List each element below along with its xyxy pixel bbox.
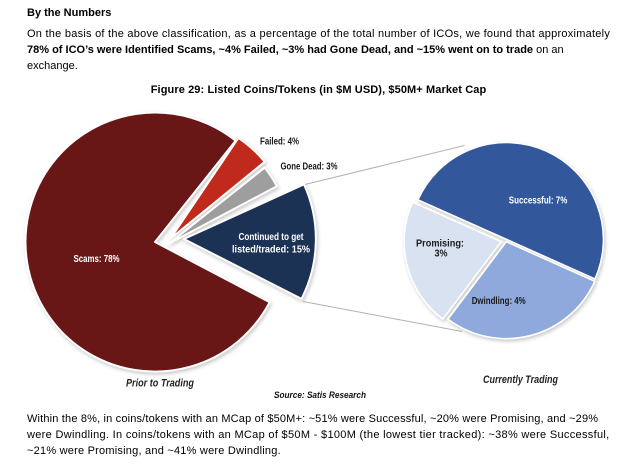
svg-text:Continued to get: Continued to get bbox=[239, 232, 304, 243]
svg-text:Dwindling: 4%: Dwindling: 4% bbox=[472, 296, 526, 307]
svg-text:Failed: 4%: Failed: 4% bbox=[260, 137, 299, 148]
svg-text:Scams: 78%: Scams: 78% bbox=[74, 254, 120, 265]
svg-text:Promising:: Promising: bbox=[416, 239, 464, 250]
svg-text:Prior to Trading: Prior to Trading bbox=[126, 378, 194, 390]
svg-text:Source: Satis Research: Source: Satis Research bbox=[274, 390, 366, 400]
svg-text:3%: 3% bbox=[435, 249, 448, 260]
svg-text:Currently Trading: Currently Trading bbox=[483, 374, 558, 386]
svg-text:listed/traded: 15%: listed/traded: 15% bbox=[232, 245, 310, 256]
svg-text:Successful: 7%: Successful: 7% bbox=[509, 196, 568, 207]
svg-text:Gone Dead: 3%: Gone Dead: 3% bbox=[281, 162, 338, 173]
